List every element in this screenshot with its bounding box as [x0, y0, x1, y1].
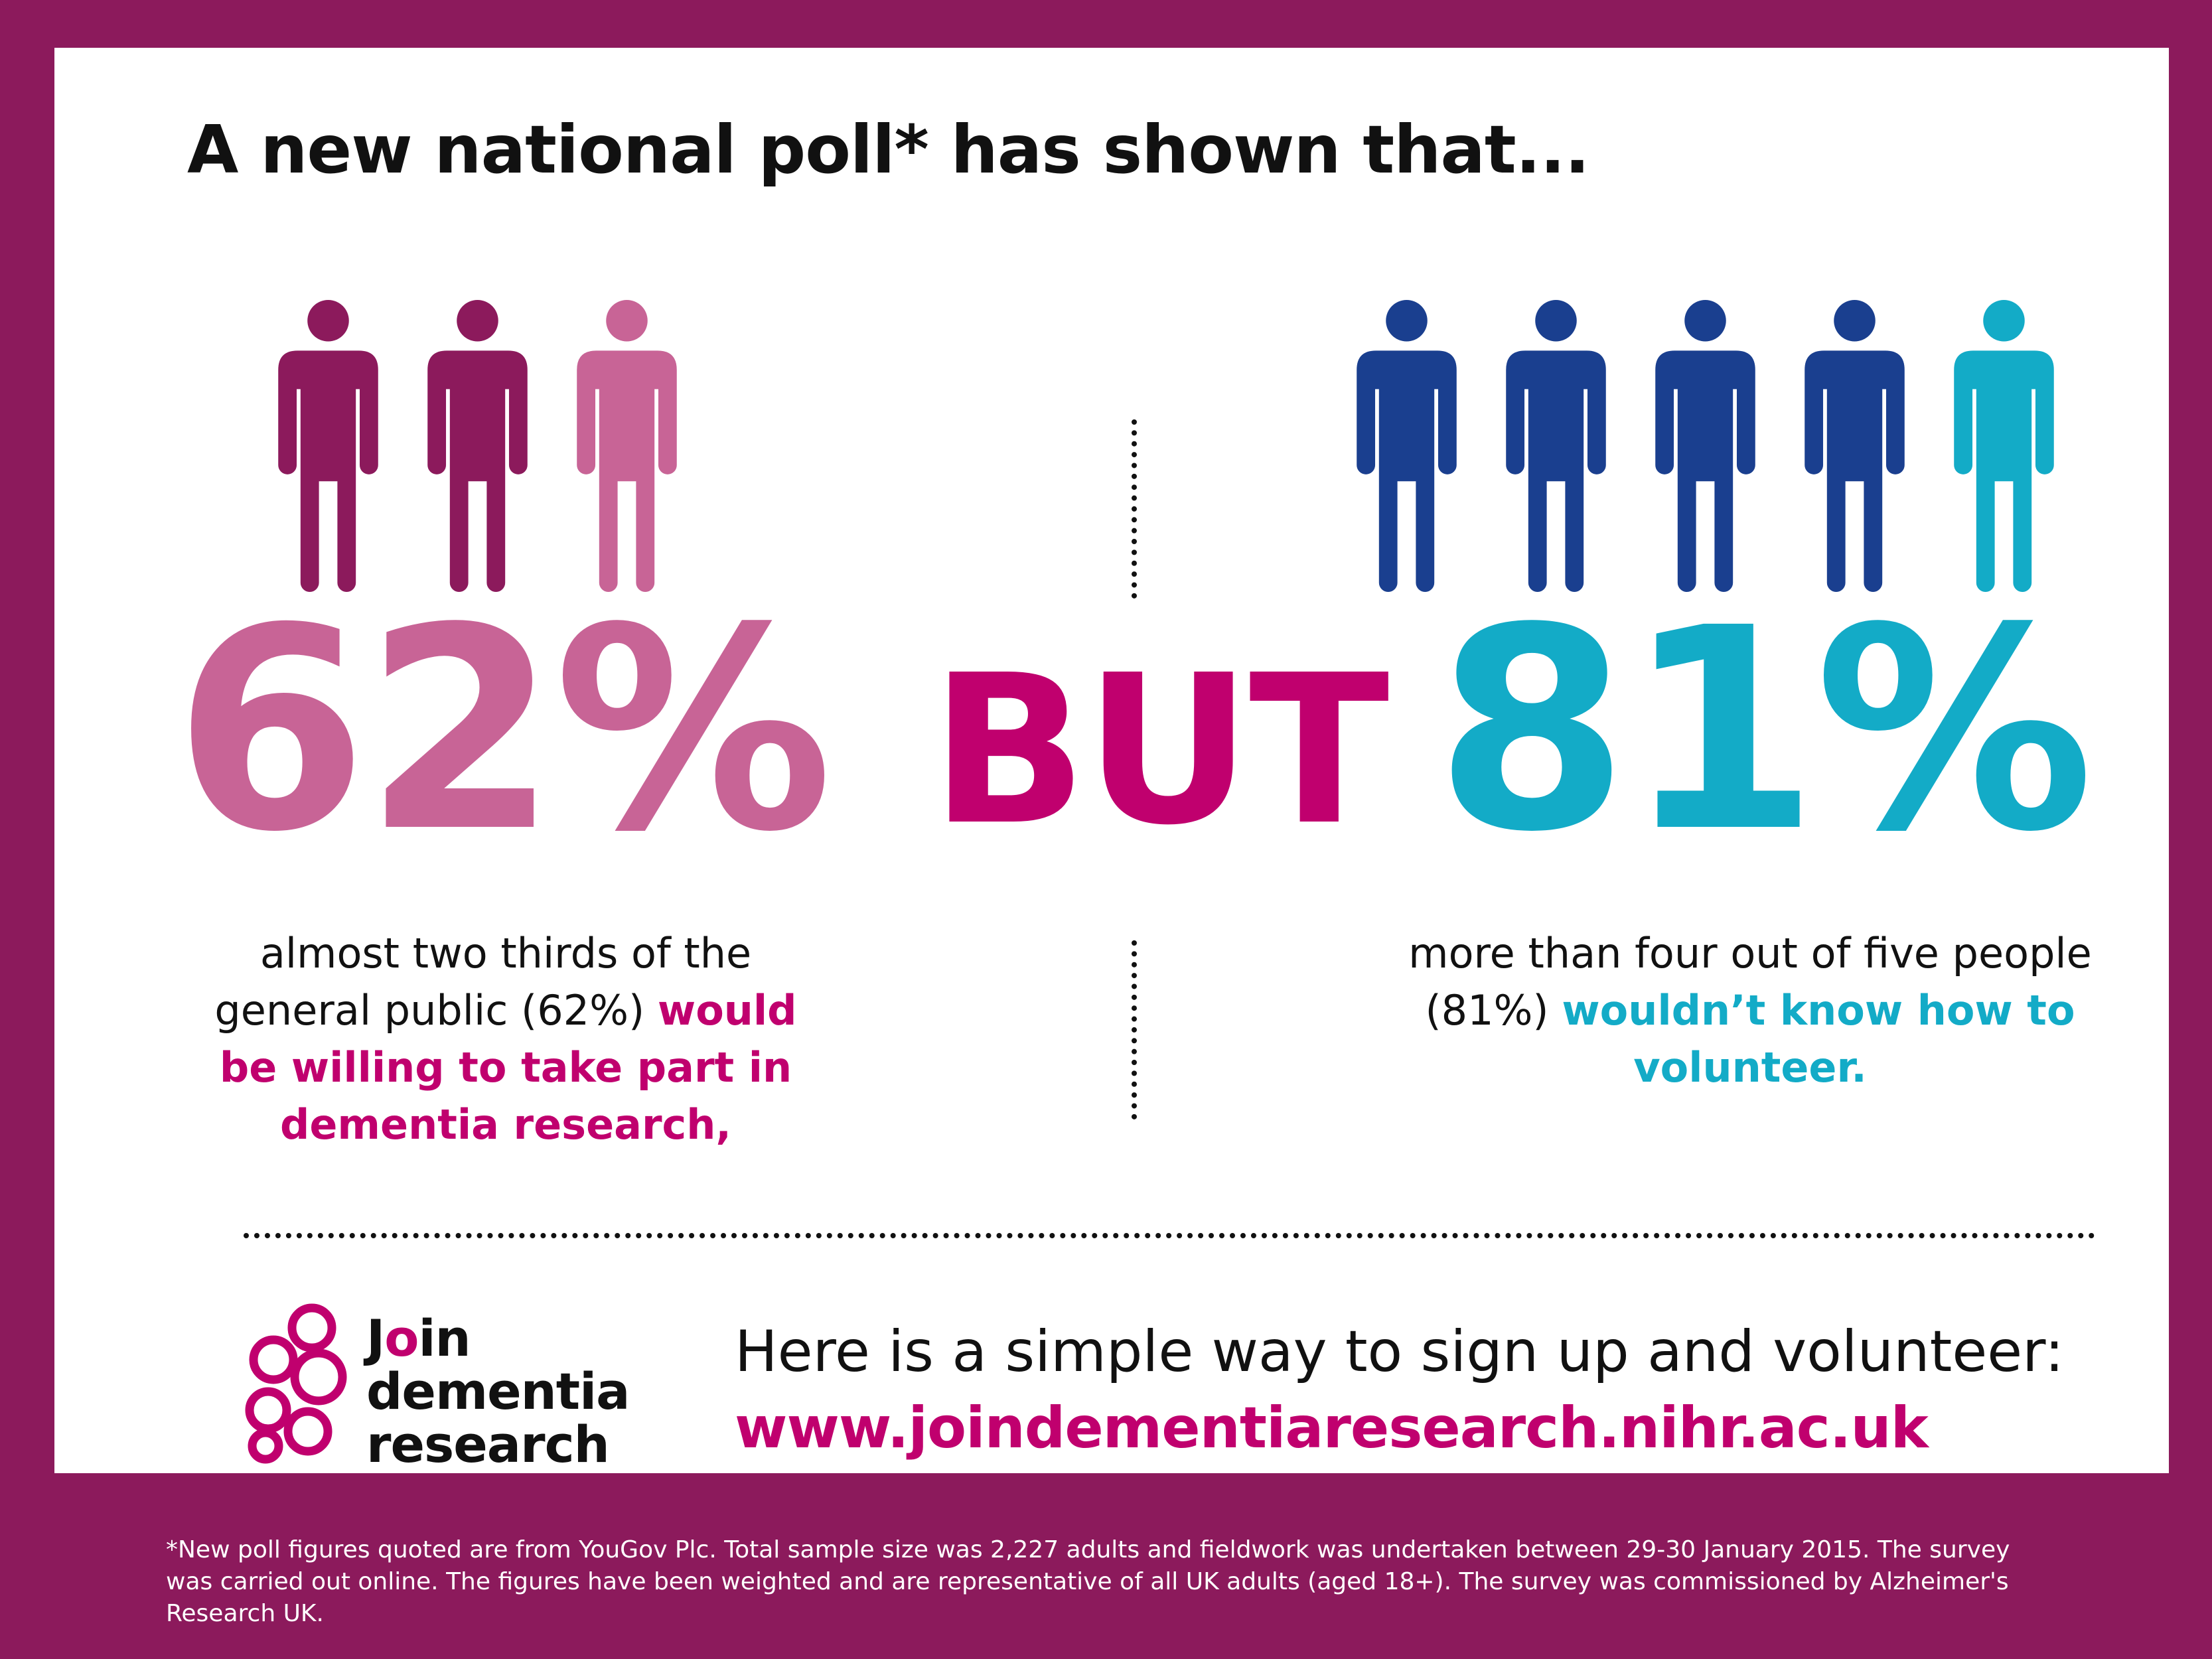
- person-icon: [1506, 300, 1606, 592]
- circles-logo-icon: [245, 1303, 347, 1464]
- person-icon: [427, 300, 528, 592]
- right-description: more than four out of five people (81%) …: [1372, 925, 2128, 1096]
- logo-wordmark: Join dementia research: [366, 1312, 630, 1474]
- person-icon: [1655, 300, 1755, 592]
- logo-line-dementia: dementia: [366, 1362, 630, 1421]
- vertical-divider-bottom: [1132, 940, 1137, 1119]
- footnote: *New poll figures quoted are from YouGov…: [166, 1536, 2010, 1627]
- logo-line-research: research: [366, 1415, 610, 1474]
- right-description-plain: more than four out of five people (81%): [1408, 929, 2092, 1035]
- right-people-group: [1332, 300, 2144, 592]
- logo-j: J: [366, 1309, 385, 1368]
- left-people-group: [254, 300, 721, 592]
- logo-o: o: [384, 1309, 419, 1368]
- left-percent: 62%: [174, 569, 833, 893]
- vertical-divider-top: [1132, 419, 1137, 599]
- left-description-plain: almost two thirds of the general public …: [214, 929, 752, 1035]
- right-percent: 81%: [1435, 569, 2094, 893]
- content-panel: A new national poll* has shown that... 6…: [54, 48, 2169, 1473]
- person-icon: [1954, 300, 2054, 592]
- right-description-highlight: wouldn’t know how to volunteer.: [1562, 986, 2075, 1092]
- but-connector: BUT: [930, 631, 1389, 871]
- logo-in: in: [418, 1309, 471, 1368]
- person-icon: [278, 300, 378, 592]
- person-icon: [1805, 300, 1905, 592]
- logo-line-join: Join: [366, 1312, 629, 1365]
- horizontal-divider: [244, 1233, 2095, 1238]
- website-link[interactable]: www.joindementiaresearch.nihr.ac.uk: [735, 1395, 1929, 1461]
- person-icon: [1357, 300, 1457, 592]
- cta-text: Here is a simple way to sign up and volu…: [735, 1319, 2064, 1385]
- person-icon: [577, 300, 677, 592]
- headline: A new national poll* has shown that...: [187, 111, 1590, 188]
- left-description: almost two thirds of the general public …: [181, 925, 831, 1153]
- left-description-highlight: would be willing to take part in dementi…: [219, 986, 797, 1149]
